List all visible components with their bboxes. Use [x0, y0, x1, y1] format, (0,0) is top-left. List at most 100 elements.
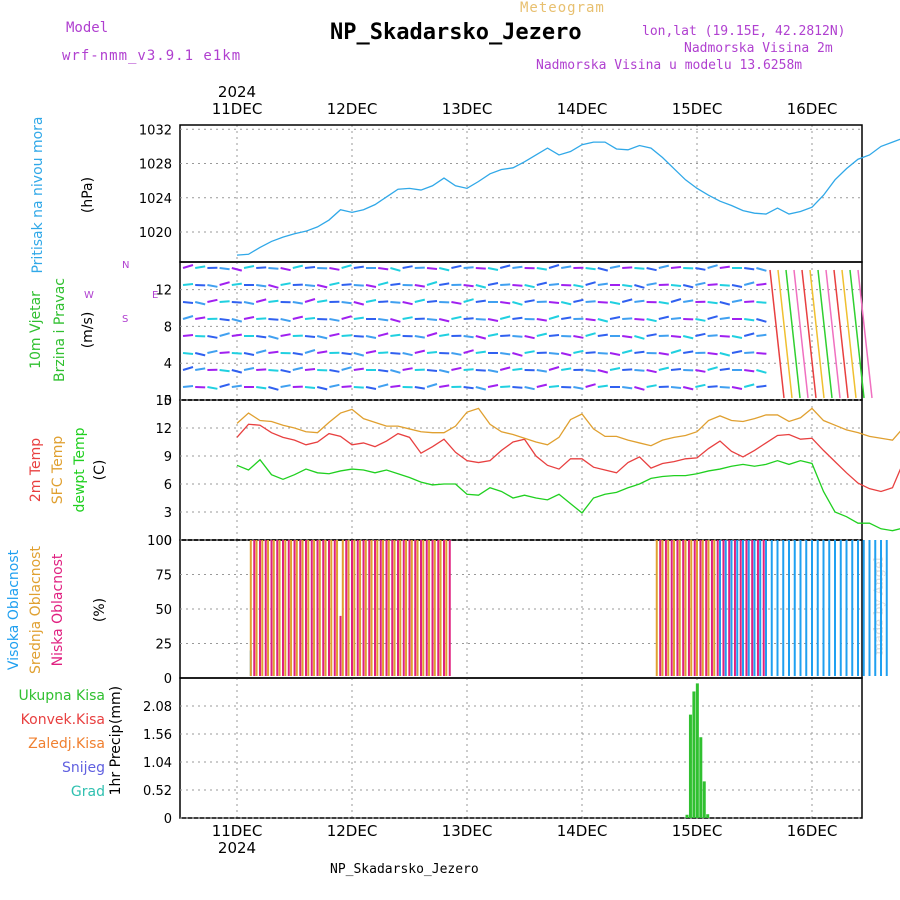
wind-vector	[317, 299, 328, 303]
wind-vector	[622, 368, 633, 371]
wind-vector	[390, 333, 401, 337]
page-title: NP_Skadarsko_Jezero	[330, 20, 582, 45]
wind-vector	[512, 284, 523, 287]
wind-vector	[378, 351, 389, 354]
wind-vector	[573, 298, 584, 303]
wind-vector	[573, 386, 584, 390]
wind-vector	[634, 350, 645, 354]
wind-vector	[280, 384, 291, 388]
wind-vector	[451, 352, 462, 356]
wind-vector	[646, 318, 657, 323]
wind-vector	[744, 267, 755, 271]
wind-vector	[536, 332, 548, 337]
wind-vector	[207, 284, 218, 288]
wind-vector	[622, 386, 633, 390]
wind-vector	[414, 284, 425, 288]
wind-vector	[182, 283, 194, 286]
wind-vector	[719, 301, 731, 306]
wind-vector	[390, 384, 401, 388]
wind-vector	[573, 284, 584, 288]
wind-vector	[414, 335, 425, 339]
y-axis-unit: (mm)	[108, 686, 124, 724]
wind-vector	[292, 352, 303, 356]
wind-vector	[390, 267, 401, 272]
y-axis-label: Pritisak na nivou mora	[30, 116, 46, 273]
wind-vector	[756, 352, 767, 355]
wind-vector	[280, 267, 291, 272]
wind-vector	[304, 266, 316, 269]
y-tick-label: 12	[155, 422, 172, 437]
wind-vector	[585, 332, 596, 337]
wind-vector	[744, 300, 755, 303]
wind-vector	[463, 368, 474, 371]
y-axis-unit: (m/s)	[80, 312, 96, 349]
footer-station: NP_Skadarsko_Jezero	[330, 862, 479, 877]
x-tick-label: 15DEC	[672, 100, 723, 118]
precip-bar	[695, 683, 699, 818]
wind-vector	[377, 281, 389, 286]
wind-vector	[414, 349, 426, 354]
y-tick-label: 2.08	[143, 700, 172, 715]
wind-vector	[268, 386, 279, 391]
wind-vector	[609, 316, 621, 320]
wind-vector	[500, 352, 511, 356]
wind-vector	[548, 366, 560, 371]
wind-vector	[402, 265, 413, 269]
wind-vector	[573, 349, 584, 354]
wind-vector	[353, 301, 365, 306]
wind-vector	[487, 369, 499, 373]
x-tick-label: 12DEC	[327, 100, 378, 118]
wind-vector	[646, 282, 657, 286]
wind-vector	[756, 267, 767, 272]
wind-vector	[402, 352, 413, 357]
wind-vector	[377, 383, 389, 388]
y-axis-label: SFC Temp	[50, 436, 66, 505]
wind-vector	[182, 352, 194, 355]
wind-vector	[743, 281, 755, 286]
temp-line-2	[236, 458, 900, 532]
wind-vector	[512, 367, 523, 371]
meteogram-label: Meteogram	[520, 0, 605, 16]
wind-vector	[451, 264, 462, 269]
wind-vector	[329, 332, 340, 337]
wind-vector	[463, 349, 474, 354]
wind-vector	[438, 369, 450, 374]
wind-vector	[536, 281, 548, 286]
wind-vector	[744, 369, 755, 373]
wind-vector	[329, 318, 340, 322]
wind-vector	[707, 301, 718, 305]
wind-vector	[597, 282, 608, 286]
wind-vector	[414, 298, 426, 303]
precip-bar	[706, 814, 710, 818]
wind-vector	[463, 335, 474, 339]
wind-vector	[475, 284, 487, 289]
wind-vector	[573, 335, 584, 339]
wind-vector	[316, 335, 328, 340]
wind-vector	[426, 383, 438, 388]
wind-vector	[329, 267, 340, 271]
y-axis-label: Srednja Oblacnost	[28, 546, 44, 674]
wind-vector	[378, 300, 389, 303]
wind-vector	[329, 369, 340, 373]
wind-vector	[609, 265, 621, 269]
wind-vector	[560, 352, 572, 357]
wind-vector	[597, 333, 608, 337]
wind-vector	[536, 369, 547, 373]
y-tick-label: 0	[164, 534, 172, 549]
wind-vector	[256, 386, 267, 390]
wind-vector	[744, 318, 755, 322]
wind-vector	[487, 318, 499, 322]
wind-vector	[719, 335, 730, 338]
y-tick-label: 1.56	[143, 728, 172, 743]
wind-vector	[255, 349, 267, 354]
y-tick-label: 100	[147, 534, 172, 549]
wind-vector	[682, 386, 694, 391]
wind-vector	[512, 352, 523, 357]
wind-vector	[256, 317, 267, 320]
wind-vector	[231, 384, 242, 388]
y-tick-label: 0	[164, 672, 172, 687]
wind-vector	[439, 333, 450, 337]
wind-vector	[341, 334, 352, 337]
y-axis-label: 1hr Precip	[108, 725, 124, 796]
